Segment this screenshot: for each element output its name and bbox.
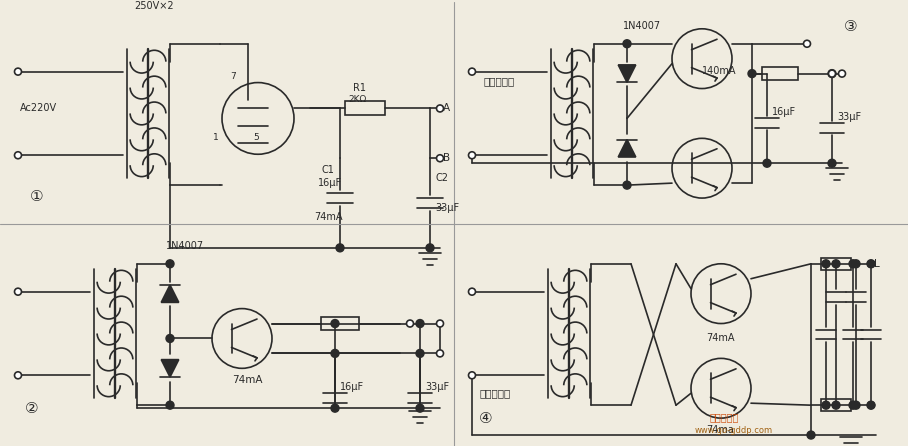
- Circle shape: [623, 181, 631, 189]
- Bar: [321, 317, 359, 330]
- Circle shape: [867, 401, 875, 409]
- Circle shape: [838, 70, 845, 77]
- Text: 33μF: 33μF: [425, 382, 449, 392]
- Text: 16μF: 16μF: [340, 382, 364, 392]
- Text: L: L: [874, 259, 880, 269]
- Text: 33μF: 33μF: [837, 112, 861, 122]
- Circle shape: [426, 244, 434, 252]
- Circle shape: [852, 260, 860, 268]
- Bar: [821, 258, 851, 270]
- Text: 16μF: 16μF: [318, 178, 342, 188]
- Circle shape: [437, 105, 443, 112]
- Text: ②: ②: [25, 401, 39, 416]
- Circle shape: [416, 404, 424, 412]
- Text: 74mA: 74mA: [706, 334, 735, 343]
- Text: C2: C2: [435, 173, 448, 183]
- Circle shape: [849, 260, 857, 268]
- Polygon shape: [162, 359, 179, 377]
- Text: B: B: [443, 153, 450, 163]
- Text: 16μF: 16μF: [772, 107, 796, 117]
- Circle shape: [166, 334, 174, 343]
- Circle shape: [437, 350, 443, 357]
- Circle shape: [15, 152, 22, 159]
- Circle shape: [832, 401, 840, 409]
- Polygon shape: [618, 65, 636, 83]
- Polygon shape: [162, 285, 179, 302]
- Text: 1N4007: 1N4007: [166, 241, 204, 251]
- Bar: [821, 399, 851, 411]
- Circle shape: [867, 260, 874, 267]
- Circle shape: [849, 401, 857, 409]
- Text: 已实测验证: 已实测验证: [484, 77, 515, 87]
- Circle shape: [15, 288, 22, 295]
- Text: 74mA: 74mA: [314, 212, 342, 222]
- Text: 250V×2: 250V×2: [134, 1, 173, 11]
- Circle shape: [336, 244, 344, 252]
- Circle shape: [832, 260, 840, 268]
- Circle shape: [416, 349, 424, 357]
- Text: C1: C1: [322, 165, 335, 175]
- Circle shape: [469, 288, 476, 295]
- Text: 74ma: 74ma: [706, 425, 734, 435]
- Text: www.go-gddp.com: www.go-gddp.com: [695, 426, 773, 435]
- Circle shape: [407, 320, 413, 327]
- Text: 140mA: 140mA: [702, 66, 736, 76]
- Text: ①: ①: [30, 189, 44, 203]
- Text: 33μF: 33μF: [435, 203, 459, 213]
- Circle shape: [623, 40, 631, 48]
- Text: 5: 5: [253, 133, 259, 142]
- Text: 已实测验证: 已实测验证: [479, 388, 510, 398]
- Circle shape: [166, 401, 174, 409]
- Circle shape: [469, 152, 476, 159]
- Circle shape: [331, 319, 339, 327]
- Text: ④: ④: [479, 411, 493, 425]
- Text: 1: 1: [213, 133, 219, 142]
- Polygon shape: [618, 140, 636, 157]
- Bar: [762, 67, 798, 80]
- Circle shape: [15, 68, 22, 75]
- Circle shape: [867, 260, 875, 268]
- Circle shape: [15, 372, 22, 379]
- Text: 7: 7: [230, 72, 236, 81]
- Circle shape: [867, 402, 874, 409]
- Text: 广电电器网: 广电电器网: [710, 412, 739, 422]
- Circle shape: [822, 260, 830, 268]
- Circle shape: [852, 401, 860, 409]
- Text: ③: ③: [844, 19, 858, 34]
- Circle shape: [828, 70, 836, 78]
- Circle shape: [763, 159, 771, 167]
- Circle shape: [416, 319, 424, 327]
- Circle shape: [804, 40, 811, 47]
- Circle shape: [828, 159, 836, 167]
- Circle shape: [437, 155, 443, 162]
- Circle shape: [822, 401, 830, 409]
- Text: 1N4007: 1N4007: [623, 21, 661, 31]
- Text: A: A: [443, 103, 450, 113]
- Circle shape: [166, 260, 174, 268]
- Text: R1: R1: [353, 83, 366, 92]
- Circle shape: [828, 70, 835, 77]
- Circle shape: [807, 431, 815, 439]
- Circle shape: [331, 349, 339, 357]
- Text: Ac220V: Ac220V: [20, 103, 57, 113]
- Circle shape: [437, 320, 443, 327]
- Circle shape: [331, 404, 339, 412]
- Text: 2KΩ: 2KΩ: [348, 95, 366, 104]
- Bar: [345, 102, 385, 116]
- Circle shape: [469, 372, 476, 379]
- Text: 74mA: 74mA: [232, 375, 262, 385]
- Circle shape: [469, 68, 476, 75]
- Circle shape: [748, 70, 756, 78]
